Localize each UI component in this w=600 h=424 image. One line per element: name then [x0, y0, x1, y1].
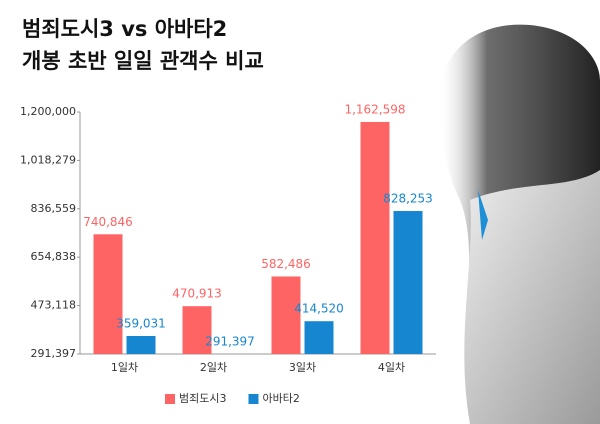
bar [304, 321, 334, 354]
y-tick-label: 473,118 [31, 299, 77, 312]
bar [360, 121, 390, 354]
chart-title: 범죄도시3 vs 아바타2 [22, 17, 227, 41]
value-label: 828,253 [383, 192, 433, 206]
y-tick-label: 836,559 [31, 202, 77, 215]
value-label: 470,913 [172, 287, 222, 301]
photo [438, 24, 600, 424]
bar [393, 211, 423, 354]
value-label: 359,031 [116, 316, 166, 330]
value-label: 414,520 [294, 302, 344, 316]
bar [271, 276, 301, 354]
x-tick-label: 2일차 [200, 360, 227, 374]
value-label: 1,162,598 [344, 102, 405, 116]
x-tick-label: 3일차 [289, 360, 316, 374]
value-label: 291,397 [205, 335, 255, 349]
legend-label: 범죄도시3 [179, 392, 226, 405]
x-tick-label: 1일차 [111, 360, 138, 374]
y-tick-label: 1,018,279 [20, 153, 76, 166]
legend-label: 아바타2 [262, 392, 299, 405]
y-tick-label: 291,397 [31, 347, 77, 360]
value-label: 582,486 [261, 257, 311, 271]
bar [93, 234, 123, 354]
legend-swatch [165, 394, 175, 404]
chart-subtitle: 개봉 초반 일일 관객수 비교 [22, 49, 264, 73]
y-tick-label: 654,838 [31, 250, 77, 263]
bar [126, 335, 156, 354]
legend-swatch [248, 394, 259, 404]
bar [182, 306, 212, 354]
y-tick-label: 1,200,000 [20, 105, 76, 118]
x-tick-label: 4일차 [378, 360, 405, 374]
value-label: 740,846 [83, 215, 133, 229]
